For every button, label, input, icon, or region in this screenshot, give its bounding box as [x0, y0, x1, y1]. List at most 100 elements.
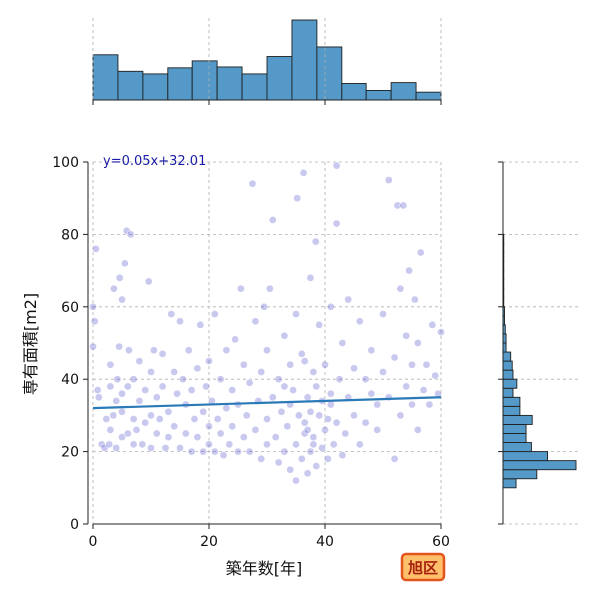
scatter-point — [280, 447, 289, 456]
scatter-point — [405, 266, 413, 275]
scatter-point — [176, 444, 184, 452]
y-axis-title: 専有面積[m2] — [21, 293, 40, 395]
y-hist-bar — [502, 396, 521, 407]
scatter-point — [344, 295, 353, 304]
scatter-point — [338, 451, 347, 460]
scatter-point — [170, 368, 179, 376]
scatter-point — [277, 407, 286, 416]
scatter-point — [303, 393, 312, 402]
marginal-y-histogram — [498, 161, 580, 525]
scatter-point — [315, 411, 324, 420]
scatter-point — [193, 364, 202, 373]
x-hist-bar — [341, 83, 367, 101]
scatter-point — [413, 339, 422, 347]
scatter-point — [113, 375, 122, 384]
scatter-point — [190, 415, 199, 423]
x-hist-bar — [142, 73, 169, 101]
scatter-point — [222, 404, 231, 413]
scatter-point — [234, 447, 242, 456]
scatter-point — [173, 389, 181, 398]
ward-badge-background — [400, 552, 446, 582]
scatter-point — [184, 346, 193, 355]
x-hist-bar — [191, 60, 218, 101]
scatter-point — [321, 426, 329, 434]
scatter-point — [141, 386, 150, 394]
scatter-point — [118, 407, 126, 416]
scatter-point — [158, 382, 167, 391]
scatter-point — [306, 407, 315, 416]
scatter-point — [324, 454, 332, 463]
x-hist-bar — [216, 66, 243, 101]
x-tick-label: 0 — [89, 534, 98, 550]
x-hist-bar — [241, 73, 268, 101]
scatter-point — [416, 248, 425, 257]
y-hist-bar — [502, 469, 538, 480]
x-hist-bar — [92, 54, 119, 101]
scatter-point — [289, 386, 297, 394]
scatter-point — [228, 386, 237, 394]
scatter-point — [280, 331, 289, 340]
scatter-point — [205, 357, 213, 365]
scatter-point — [396, 284, 405, 293]
scatter-point — [309, 368, 318, 376]
scatter-point — [329, 440, 338, 449]
scatter-point — [257, 454, 266, 463]
scatter-point — [205, 440, 213, 449]
scatter-point — [321, 360, 329, 369]
scatter-point — [222, 346, 231, 355]
scatter-point — [135, 397, 144, 405]
scatter-point — [379, 310, 387, 318]
scatter-point — [431, 371, 440, 380]
scatter-point — [219, 451, 228, 460]
y-tick-label: 80 — [61, 227, 79, 243]
scatter-point — [293, 194, 302, 203]
y-tick-label: 0 — [70, 517, 79, 533]
scatter-point — [106, 360, 115, 369]
scatter-point — [373, 426, 382, 434]
scatter-point — [248, 179, 257, 188]
scatter-point — [152, 393, 161, 402]
scatter-point — [263, 415, 271, 423]
scatter-point — [231, 335, 239, 344]
scatter-point — [297, 454, 306, 463]
scatter-point — [297, 350, 306, 358]
x-hist-bar — [117, 70, 144, 101]
scatter-point — [210, 310, 219, 318]
scatter-point — [271, 433, 280, 441]
x-tick-label: 60 — [432, 534, 450, 550]
scatter-point — [274, 375, 283, 384]
scatter-point — [118, 389, 126, 398]
x-hist-bar — [415, 91, 442, 101]
scatter-point — [239, 433, 248, 441]
scatter-point — [268, 393, 277, 402]
regression-line-path — [92, 396, 442, 410]
x-hist-bar — [390, 82, 417, 101]
y-tick-label: 40 — [61, 372, 79, 388]
scatter-point — [89, 342, 97, 351]
scatter-point — [312, 382, 321, 391]
scatter-point — [260, 302, 268, 311]
scatter-point — [390, 454, 399, 463]
scatter-point — [367, 389, 376, 398]
scatter-point — [361, 375, 370, 384]
scatter-point — [213, 415, 222, 423]
scatter-point — [324, 415, 332, 423]
regression-line — [92, 396, 442, 410]
scatter-point — [292, 310, 300, 318]
scatter-point — [106, 426, 115, 434]
scatter-point — [286, 465, 295, 474]
y-hist-bar — [502, 405, 521, 416]
scatter-point — [408, 360, 416, 369]
scatter-point — [92, 245, 100, 253]
scatter-point — [332, 161, 341, 170]
scatter-point — [428, 321, 437, 329]
scatter-point — [167, 310, 176, 318]
scatter-point — [300, 357, 309, 365]
scatter-point — [437, 328, 445, 336]
y-hist-bar — [502, 414, 533, 425]
scatter-point — [390, 353, 399, 362]
scatter-point — [350, 411, 358, 420]
scatter-point — [355, 317, 364, 326]
scatter-point — [295, 411, 303, 420]
scatter-point — [335, 375, 344, 384]
